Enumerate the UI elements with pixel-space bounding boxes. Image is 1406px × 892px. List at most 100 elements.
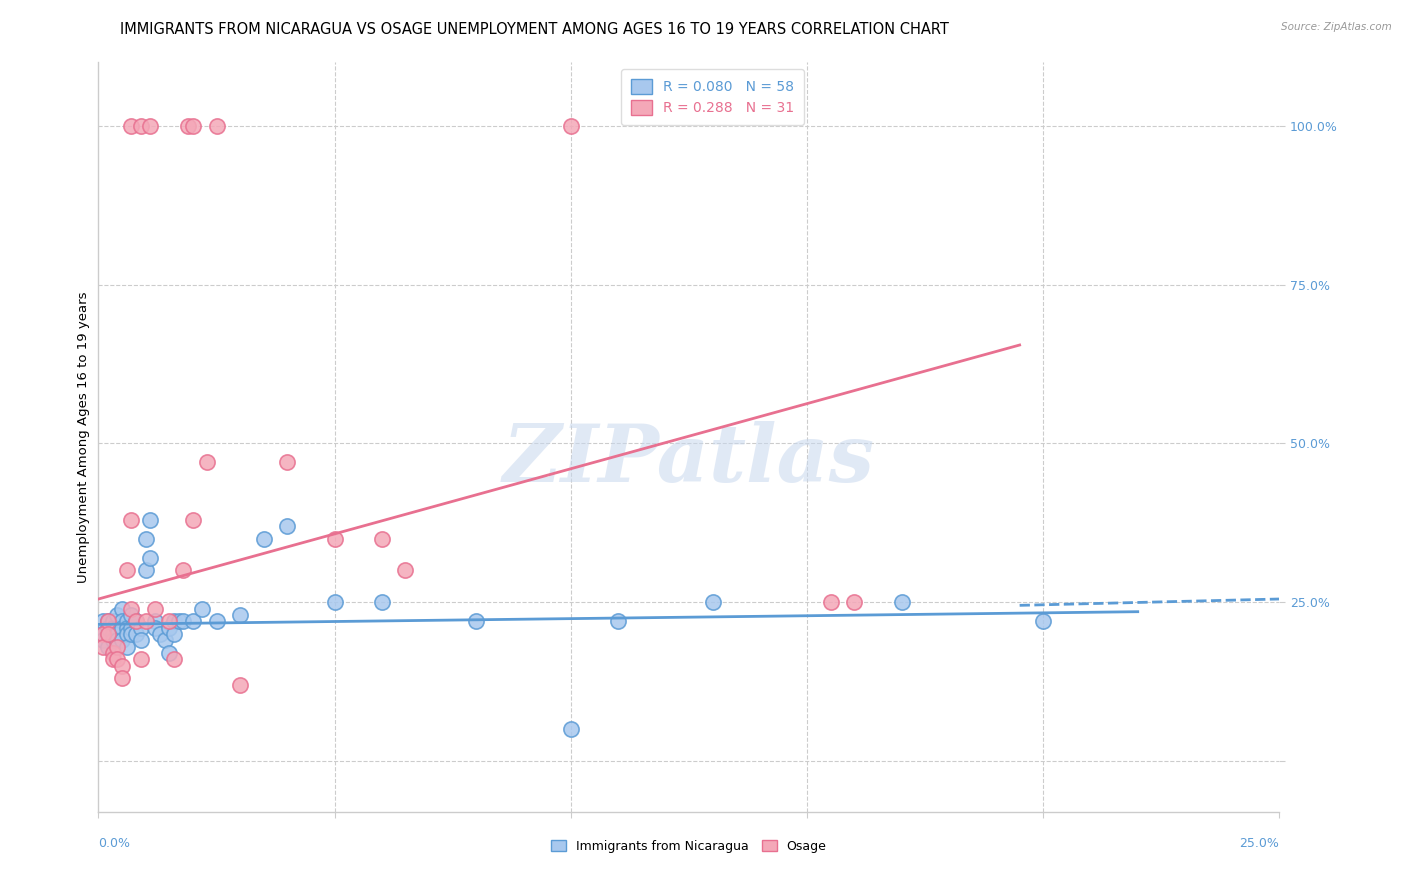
Point	[129, 621, 152, 635]
Point	[163, 652, 186, 666]
Point	[105, 627, 128, 641]
Point	[105, 640, 128, 654]
Point	[157, 614, 180, 628]
Point	[105, 621, 128, 635]
Point	[97, 627, 120, 641]
Point	[121, 621, 143, 635]
Point	[157, 621, 180, 635]
Point	[105, 652, 128, 666]
Point	[115, 627, 138, 641]
Point	[97, 627, 120, 641]
Point	[560, 119, 582, 133]
Point	[181, 614, 204, 628]
Point	[101, 614, 124, 628]
Point	[115, 563, 138, 577]
Point	[181, 513, 204, 527]
Point	[143, 621, 166, 635]
Point	[111, 672, 134, 686]
Point	[125, 614, 148, 628]
Point	[205, 119, 228, 133]
Point	[91, 614, 114, 628]
Point	[153, 633, 176, 648]
Text: 25.0%: 25.0%	[1240, 837, 1279, 850]
Point	[115, 621, 138, 635]
Point	[121, 119, 143, 133]
Text: ZIPatlas: ZIPatlas	[503, 421, 875, 499]
Point	[229, 678, 252, 692]
Point	[394, 563, 416, 577]
Point	[105, 633, 128, 648]
Point	[163, 627, 186, 641]
Point	[253, 532, 276, 546]
Point	[276, 455, 298, 469]
Point	[229, 607, 252, 622]
Point	[101, 633, 124, 648]
Point	[465, 614, 488, 628]
Point	[135, 563, 157, 577]
Point	[125, 614, 148, 628]
Point	[844, 595, 866, 609]
Point	[323, 532, 346, 546]
Point	[101, 627, 124, 641]
Point	[115, 640, 138, 654]
Point	[115, 614, 138, 628]
Point	[97, 621, 120, 635]
Text: IMMIGRANTS FROM NICARAGUA VS OSAGE UNEMPLOYMENT AMONG AGES 16 TO 19 YEARS CORREL: IMMIGRANTS FROM NICARAGUA VS OSAGE UNEMP…	[120, 22, 949, 37]
Point	[91, 633, 114, 648]
Point	[125, 627, 148, 641]
Point	[139, 119, 162, 133]
Point	[1032, 614, 1054, 628]
Point	[139, 550, 162, 565]
Point	[167, 614, 190, 628]
Point	[121, 607, 143, 622]
Point	[172, 563, 194, 577]
Point	[97, 614, 120, 628]
Point	[702, 595, 724, 609]
Point	[177, 119, 200, 133]
Point	[195, 455, 218, 469]
Point	[97, 640, 120, 654]
Point	[129, 652, 152, 666]
Point	[135, 614, 157, 628]
Point	[111, 633, 134, 648]
Point	[607, 614, 630, 628]
Point	[276, 519, 298, 533]
Point	[129, 633, 152, 648]
Point	[820, 595, 842, 609]
Point	[205, 614, 228, 628]
Point	[191, 601, 214, 615]
Point	[143, 614, 166, 628]
Point	[371, 532, 394, 546]
Point	[101, 652, 124, 666]
Y-axis label: Unemployment Among Ages 16 to 19 years: Unemployment Among Ages 16 to 19 years	[77, 292, 90, 582]
Point	[111, 621, 134, 635]
Point	[101, 646, 124, 660]
Point	[139, 513, 162, 527]
Point	[181, 119, 204, 133]
Point	[105, 607, 128, 622]
Text: 0.0%: 0.0%	[98, 837, 131, 850]
Point	[149, 627, 172, 641]
Point	[890, 595, 912, 609]
Point	[121, 627, 143, 641]
Point	[163, 614, 186, 628]
Point	[560, 722, 582, 736]
Point	[97, 614, 120, 628]
Point	[172, 614, 194, 628]
Point	[91, 627, 114, 641]
Point	[111, 601, 134, 615]
Point	[121, 513, 143, 527]
Point	[143, 601, 166, 615]
Point	[121, 601, 143, 615]
Point	[111, 614, 134, 628]
Point	[135, 532, 157, 546]
Point	[157, 646, 180, 660]
Legend: Immigrants from Nicaragua, Osage: Immigrants from Nicaragua, Osage	[547, 835, 831, 858]
Point	[111, 658, 134, 673]
Point	[323, 595, 346, 609]
Point	[371, 595, 394, 609]
Point	[91, 627, 114, 641]
Point	[129, 119, 152, 133]
Point	[101, 621, 124, 635]
Text: Source: ZipAtlas.com: Source: ZipAtlas.com	[1281, 22, 1392, 32]
